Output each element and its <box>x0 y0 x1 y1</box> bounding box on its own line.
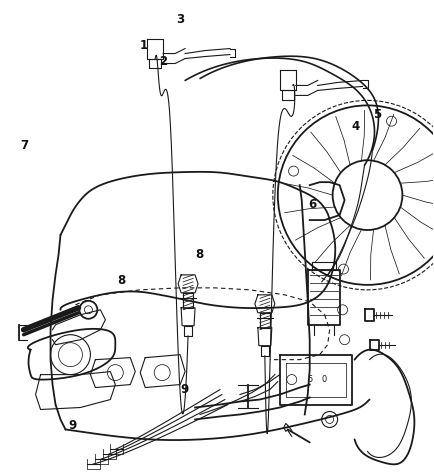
Text: 5: 5 <box>373 108 381 121</box>
Text: 7: 7 <box>20 139 29 152</box>
Text: 8: 8 <box>118 274 126 286</box>
Text: 5: 5 <box>307 375 312 384</box>
Text: 4: 4 <box>351 120 359 133</box>
Text: 9: 9 <box>181 382 189 396</box>
Text: 6: 6 <box>308 198 316 211</box>
Text: 3: 3 <box>176 13 184 26</box>
Text: 9: 9 <box>68 419 76 433</box>
Circle shape <box>332 160 402 230</box>
Text: 2: 2 <box>159 55 167 68</box>
Text: 8: 8 <box>196 247 204 261</box>
Text: 0: 0 <box>321 375 326 384</box>
Text: 1: 1 <box>139 39 148 52</box>
